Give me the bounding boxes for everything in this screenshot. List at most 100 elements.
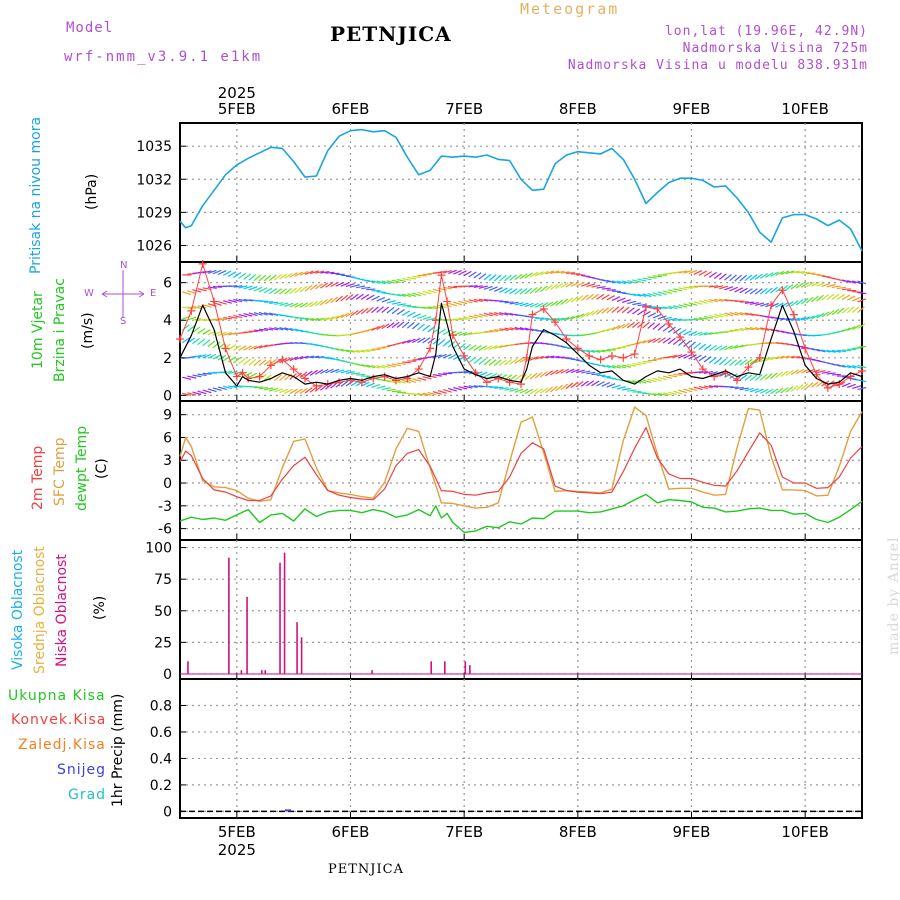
wind-arrow: [795, 384, 804, 391]
wind-arrow: [212, 285, 222, 288]
wind-arrow: [412, 322, 420, 330]
wind-arrow: [473, 272, 482, 279]
wind-gust-marker: [482, 378, 491, 387]
wind-arrow: [396, 278, 406, 283]
wind-arrow: [718, 358, 727, 366]
wind-arrow: [606, 306, 615, 314]
year-label-top: 2025: [218, 84, 256, 102]
wind-arrow: [555, 384, 563, 392]
wind-arrow: [673, 305, 683, 309]
wind-arrow: [304, 284, 313, 292]
wind-gust-marker: [539, 304, 548, 313]
wind-arrow: [698, 332, 708, 336]
wind-arrow: [627, 389, 637, 392]
temp-unit: (C): [94, 457, 110, 479]
wind-arrow: [330, 368, 340, 374]
wind-gust-marker: [744, 363, 753, 372]
wind-arrow: [703, 344, 712, 351]
wind-arrow: [770, 388, 779, 395]
wind-arrow: [709, 385, 719, 388]
wind-arrow: [545, 284, 553, 292]
compass-letter: E: [150, 288, 157, 299]
wind-arrow: [836, 293, 845, 300]
wind-arrow: [759, 272, 769, 279]
wind-arrow: [852, 280, 862, 285]
wind-arrow: [504, 327, 514, 331]
wind-gust-marker: [732, 376, 741, 385]
wind-arrow: [396, 340, 406, 345]
wind-arrow: [688, 387, 698, 392]
y-tick-label: 0: [163, 388, 172, 404]
wind-gust-marker: [858, 366, 866, 375]
wind-arrow: [442, 388, 452, 393]
wind-arrow: [483, 358, 492, 366]
wind-arrow: [243, 358, 251, 366]
wind-arrow: [192, 391, 202, 396]
wind-arrow: [805, 296, 814, 304]
wind-arrow: [524, 272, 533, 279]
wind-arrow: [397, 303, 407, 306]
wind-arrow: [355, 308, 364, 316]
wind-gust-marker: [846, 372, 855, 381]
wind-arrow: [345, 311, 354, 318]
wind-arrow: [243, 273, 252, 280]
wind-arrow: [427, 289, 437, 294]
wind-arrow: [831, 308, 840, 316]
wind-arrow: [289, 302, 299, 308]
wind-arrow: [688, 269, 698, 275]
wind-arrow: [555, 270, 565, 274]
wind-arrow: [841, 306, 850, 314]
wind-arrow: [539, 371, 548, 378]
wind-arrow: [448, 302, 458, 307]
wind-arrow: [273, 374, 282, 382]
wind-arrow: [279, 326, 289, 331]
wind-arrow: [463, 299, 473, 304]
wind-arrow: [667, 337, 676, 345]
wind-arrow: [263, 387, 274, 391]
wind-arrow: [233, 271, 242, 279]
wind-arrow: [187, 290, 197, 294]
wind-arrow: [453, 318, 463, 321]
wind-gust-marker: [210, 297, 219, 306]
wind-arrow: [760, 327, 770, 331]
wind-arrow: [806, 281, 815, 288]
wind-arrow: [673, 288, 683, 292]
wind-arrow: [683, 330, 692, 336]
wind-gust-marker: [312, 381, 321, 390]
wind-arrow: [790, 283, 799, 290]
wind-arrow: [192, 337, 201, 345]
wind-arrow: [366, 294, 375, 301]
wind-arrow: [535, 355, 544, 360]
wind-arrow: [591, 293, 600, 300]
wind-arrow: [248, 359, 257, 366]
wind-arrow: [488, 312, 498, 316]
wind-arrow: [790, 300, 799, 307]
wind-arrow: [514, 374, 523, 382]
wind-arrow: [857, 298, 867, 303]
wind-arrow: [831, 293, 840, 300]
wind-arrow: [780, 370, 789, 377]
wind-arrow: [611, 384, 621, 389]
wind-arrow: [264, 301, 274, 303]
wind-arrow: [335, 281, 345, 287]
wind-arrow: [545, 386, 553, 394]
wind-arrow: [560, 298, 569, 306]
wind-arrow: [601, 364, 611, 369]
compass-letter: S: [120, 316, 127, 327]
panel-frame: [179, 678, 863, 819]
wind-arrow: [309, 270, 319, 275]
wind-arrow: [192, 354, 202, 359]
wind-arrow: [565, 297, 574, 304]
wind-arrow: [703, 271, 712, 277]
wind-arrow: [529, 287, 538, 294]
wind-arrow: [448, 286, 458, 289]
wind-arrow: [703, 316, 713, 319]
wind-arrow: [192, 374, 202, 378]
wind-arrow: [310, 318, 320, 321]
lonlat-label: lon,lat (19.96E, 42.9N): [664, 24, 868, 39]
wind-arrow: [391, 301, 401, 305]
wind-arrow: [678, 389, 688, 394]
wind-gust-marker: [767, 301, 776, 310]
wind-arrow: [811, 314, 820, 320]
wind-arrow: [765, 272, 774, 278]
